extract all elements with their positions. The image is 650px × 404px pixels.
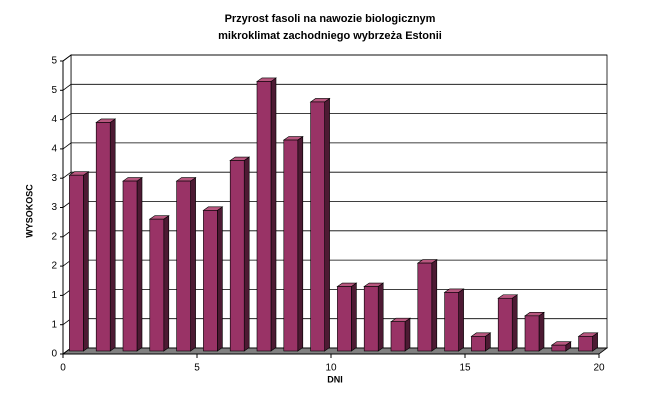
bar-side xyxy=(458,288,464,352)
bar xyxy=(310,101,325,352)
bar xyxy=(95,122,111,352)
bar-side xyxy=(324,97,330,352)
x-tick-label: 5 xyxy=(194,363,200,374)
bar-side xyxy=(270,77,277,352)
x-tick-label: 20 xyxy=(593,363,605,374)
bar xyxy=(417,262,433,352)
bar xyxy=(69,174,84,352)
y-tick-label: 3 xyxy=(51,173,57,184)
bar-side xyxy=(431,259,438,352)
grid-line xyxy=(62,142,607,150)
bar-side xyxy=(351,282,357,352)
bar xyxy=(176,180,191,352)
bar-side xyxy=(83,171,89,352)
bar xyxy=(551,344,567,352)
bar-side xyxy=(190,176,196,352)
bar-side xyxy=(538,311,545,352)
x-axis-title: DNI xyxy=(327,374,343,384)
bar xyxy=(256,81,272,352)
x-tick-label: 15 xyxy=(459,363,471,374)
bar xyxy=(337,286,352,352)
x-tick-label: 0 xyxy=(60,363,66,374)
bar xyxy=(363,286,379,352)
y-tick-label: 5 xyxy=(51,56,57,67)
y-tick-label: 4 xyxy=(51,114,57,125)
y-tick-label: 3 xyxy=(51,202,57,213)
bar xyxy=(122,180,138,352)
bar xyxy=(390,321,406,352)
chart-subtitle: mikroklimat zachodniego wybrzeża Estonii xyxy=(218,30,442,42)
grid-line xyxy=(62,171,607,179)
bar-side xyxy=(217,206,223,352)
bar-side xyxy=(404,317,411,352)
grid-line xyxy=(62,83,607,91)
bar-side xyxy=(163,215,170,352)
y-tick-label: 0 xyxy=(51,349,57,360)
y-tick-label: 1 xyxy=(51,319,57,330)
y-tick-label: 1 xyxy=(51,290,57,301)
bar xyxy=(578,336,593,352)
bar xyxy=(444,292,459,352)
x-tick-label: 10 xyxy=(325,363,337,374)
y-tick-label: 5 xyxy=(51,85,57,96)
bar-side xyxy=(511,294,518,352)
bar-side xyxy=(297,135,304,352)
bar-side xyxy=(243,156,250,352)
chart-title: Przyrost fasoli na nawozie biologicznym xyxy=(225,13,436,25)
y-tick-label: 2 xyxy=(51,231,57,242)
y-axis-title: WYSOKOSC xyxy=(24,184,34,238)
bar-side xyxy=(377,282,384,352)
bar xyxy=(524,315,540,352)
bar xyxy=(497,297,513,352)
bar-side xyxy=(109,118,116,352)
bar xyxy=(149,218,165,352)
y-tick-label: 4 xyxy=(51,144,57,155)
grid-line xyxy=(62,54,607,62)
bar xyxy=(283,139,299,352)
y-tick-label: 2 xyxy=(51,261,57,272)
bar-side xyxy=(136,176,143,352)
grid-line xyxy=(62,113,607,120)
bar xyxy=(471,336,486,352)
bar xyxy=(203,210,218,352)
bar xyxy=(229,160,245,352)
